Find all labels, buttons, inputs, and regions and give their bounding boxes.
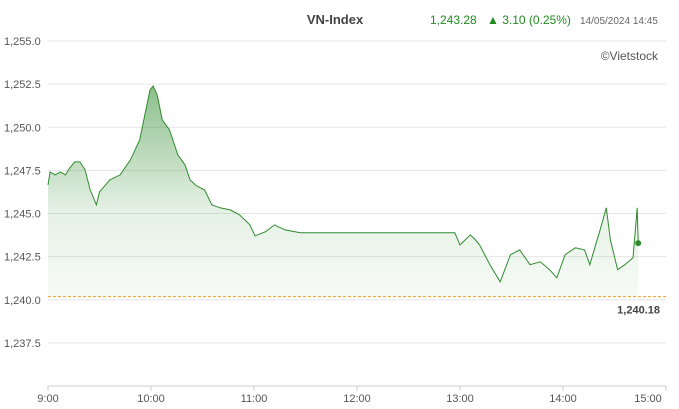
x-tick-label: 11:00 [241,393,268,405]
last-point [635,240,642,247]
reference-label: 1,240.18 [617,305,660,317]
x-tick-label: 15:00 [634,393,662,405]
y-tick-label: 1,237.5 [4,338,41,350]
timestamp: 14/05/2024 14:45 [580,16,658,27]
area [48,86,639,297]
x-tick-label: 10:00 [137,393,165,405]
y-tick-label: 1,245.0 [4,209,41,221]
y-tick-label: 1,242.5 [4,252,41,264]
y-tick-label: 1,255.0 [4,36,41,48]
x-tick-label: 9:00 [37,393,58,405]
y-tick-label: 1,240.0 [4,295,41,307]
x-tick-label: 13:00 [446,393,474,405]
source: ©Vietstock [601,49,659,63]
change: ▲ 3.10 (0.25%) [487,13,571,27]
chart-title: VN-Index [307,12,364,27]
line [47,85,639,283]
y-tick-label: 1,252.5 [4,79,41,91]
y-tick-label: 1,250.0 [4,122,41,134]
x-tick-label: 14:00 [549,393,577,405]
x-tick-label: 12:00 [343,393,371,405]
last-value: 1,243.28 [430,13,477,27]
y-tick-label: 1,247.5 [4,165,41,177]
